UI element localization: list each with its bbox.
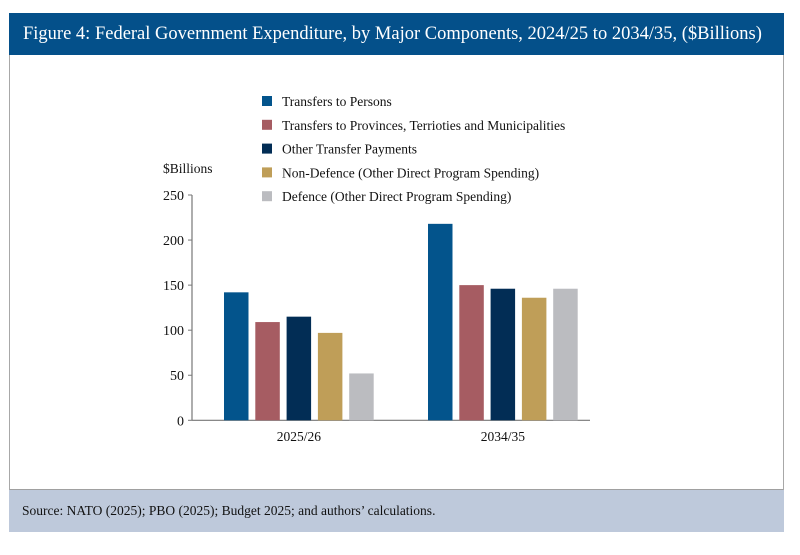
- bar-2025-26-3: [317, 332, 343, 421]
- legend-swatch: [262, 96, 272, 106]
- bar-2034-35-3: [521, 297, 547, 421]
- bar-2025-26-2: [286, 316, 312, 421]
- bar-2025-26-0: [224, 292, 249, 421]
- legend-label: Defence (Other Direct Program Spending): [282, 189, 511, 204]
- y-tick-label: 100: [163, 324, 184, 339]
- y-tick-label: 250: [163, 189, 184, 204]
- legend-label: Transfers to Persons: [282, 94, 392, 109]
- bar-2034-35-0: [428, 223, 453, 421]
- legend-swatch: [262, 119, 272, 130]
- bar-2034-35-1: [459, 285, 484, 421]
- legend-label: Other Transfer Payments: [282, 142, 417, 157]
- legend-label: Non-Defence (Other Direct Program Spendi…: [282, 165, 539, 180]
- chart-panel: [9, 55, 784, 491]
- y-tick-label: 150: [163, 279, 184, 294]
- legend-swatch: [262, 167, 272, 178]
- source-note: Source: NATO (2025); PBO (2025); Budget …: [9, 490, 784, 532]
- x-tick-label: 2034/35: [481, 429, 526, 444]
- legend-swatch: [262, 143, 272, 154]
- y-tick-label: 0: [177, 414, 184, 429]
- figure-title: Figure 4: Federal Government Expenditure…: [9, 13, 784, 55]
- figure-frame: Figure 4: Federal Government Expenditure…: [9, 13, 784, 532]
- y-tick-label: 200: [163, 234, 184, 249]
- y-axis-label: $Billions: [163, 161, 213, 176]
- bar-2025-26-4: [349, 373, 374, 421]
- bar-2034-35-2: [490, 288, 516, 421]
- y-tick-label: 50: [170, 369, 184, 384]
- legend-label: Transfers to Provinces, Terrioties and M…: [282, 118, 565, 133]
- legend-swatch: [262, 191, 272, 202]
- bar-2025-26-1: [255, 322, 280, 421]
- x-tick-label: 2025/26: [277, 429, 322, 444]
- bar-2034-35-4: [553, 288, 578, 421]
